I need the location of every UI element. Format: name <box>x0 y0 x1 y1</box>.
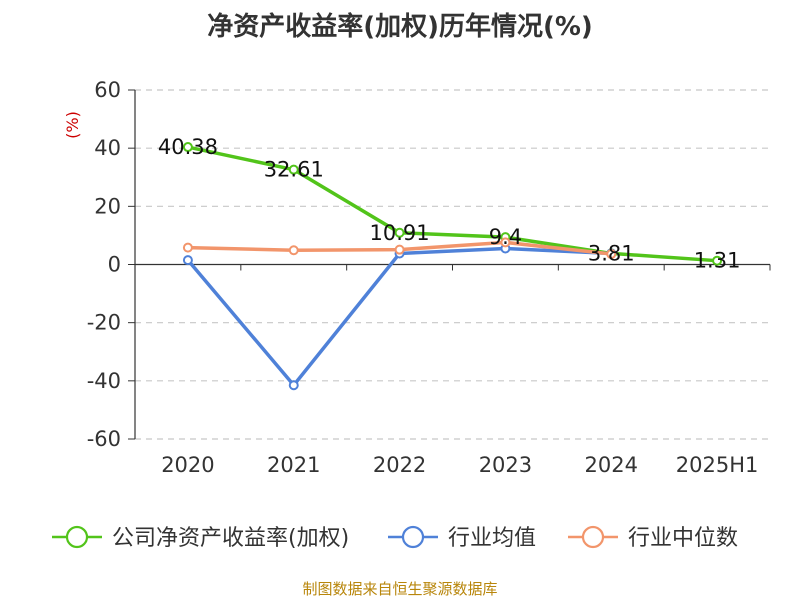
x-tick-label: 2021 <box>267 453 320 477</box>
y-tick-label: 40 <box>94 136 121 160</box>
x-tick-label: 2022 <box>373 453 426 477</box>
y-tick-label: 20 <box>94 194 121 218</box>
source-note: 制图数据来自恒生聚源数据库 <box>302 580 498 598</box>
legend-marker <box>581 525 605 549</box>
legend-label: 公司净资产收益率(加权) <box>112 526 349 551</box>
data-label: 32.61 <box>264 158 324 182</box>
data-point <box>182 255 193 266</box>
x-tick-label: 2020 <box>161 453 214 477</box>
series-line <box>187 145 718 263</box>
chart-title: 净资产收益率(加权)历年情况(%) <box>207 12 593 42</box>
data-point <box>394 227 405 238</box>
legend-label: 行业均值 <box>448 526 536 551</box>
x-tick-label: 2025H1 <box>676 453 759 477</box>
data-point <box>288 164 299 175</box>
data-point <box>606 249 617 260</box>
y-tick-label: -20 <box>87 311 121 335</box>
data-point <box>182 242 193 253</box>
y-tick-label: -40 <box>87 369 121 393</box>
y-unit-label: (%) <box>63 111 82 139</box>
data-label: 9.4 <box>489 225 522 249</box>
data-point <box>500 237 511 248</box>
axes: 60 40 20 0 -20 -40 -60 2020 2021 2022 2023 2024 2025… <box>63 78 771 477</box>
data-point <box>288 380 299 391</box>
y-tick-label: 0 <box>108 253 121 277</box>
x-tick-label: 2024 <box>585 453 638 477</box>
data-label: 1.31 <box>694 249 741 273</box>
data-point <box>394 244 405 255</box>
data-point <box>288 245 299 256</box>
legend-label: 行业中位数 <box>628 526 738 551</box>
data-labels: 40.38 32.61 10.91 9.4 3.81 1.31 <box>158 135 741 273</box>
y-tick-label: -60 <box>87 427 121 451</box>
legend-marker <box>401 525 425 549</box>
data-point <box>712 255 723 266</box>
x-tick-label: 2023 <box>479 453 532 477</box>
data-label: 40.38 <box>158 135 218 159</box>
series-lines <box>182 142 723 391</box>
legend-marker <box>65 525 89 549</box>
legend: 公司净资产收益率(加权) 行业均值 行业中位数 <box>52 525 738 551</box>
data-label: 10.91 <box>370 221 430 245</box>
grid-lines <box>135 89 770 440</box>
data-point <box>182 142 193 153</box>
y-tick-label: 60 <box>94 78 121 102</box>
series-line <box>186 246 612 387</box>
data-label: 3.81 <box>588 241 635 265</box>
